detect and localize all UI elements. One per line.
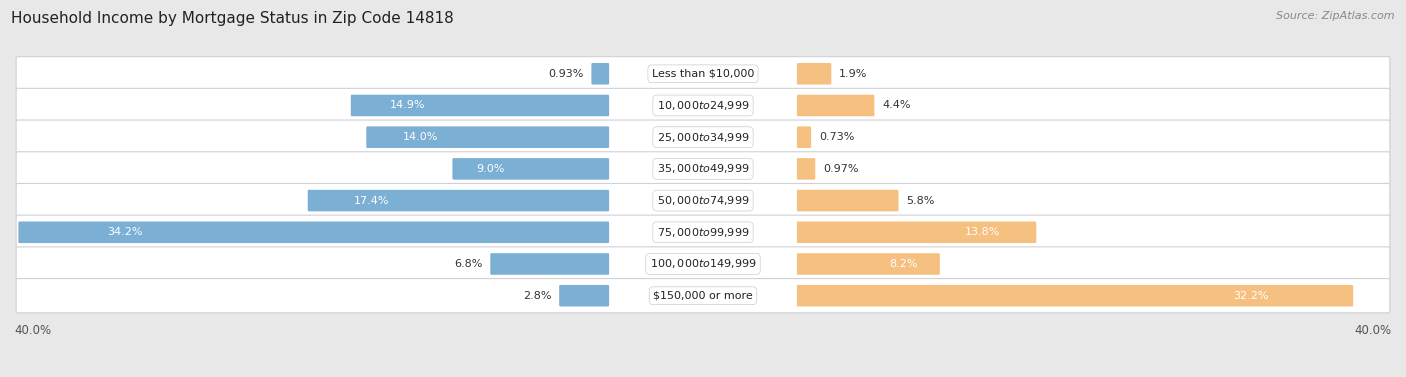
FancyBboxPatch shape [18, 222, 609, 243]
FancyBboxPatch shape [797, 253, 939, 275]
Text: 8.2%: 8.2% [889, 259, 918, 269]
FancyBboxPatch shape [797, 126, 811, 148]
Text: 14.9%: 14.9% [389, 101, 426, 110]
Text: 17.4%: 17.4% [353, 196, 389, 205]
Text: 40.0%: 40.0% [14, 323, 51, 337]
Text: $75,000 to $99,999: $75,000 to $99,999 [657, 226, 749, 239]
FancyBboxPatch shape [15, 279, 1391, 313]
FancyBboxPatch shape [350, 95, 609, 116]
FancyBboxPatch shape [15, 120, 1391, 154]
FancyBboxPatch shape [367, 126, 609, 148]
Text: 9.0%: 9.0% [477, 164, 505, 174]
Text: 5.8%: 5.8% [907, 196, 935, 205]
Text: 40.0%: 40.0% [1355, 323, 1392, 337]
Text: $25,000 to $34,999: $25,000 to $34,999 [657, 131, 749, 144]
Text: 0.93%: 0.93% [548, 69, 583, 79]
Text: Less than $10,000: Less than $10,000 [652, 69, 754, 79]
FancyBboxPatch shape [797, 222, 1036, 243]
Text: 0.73%: 0.73% [818, 132, 855, 142]
FancyBboxPatch shape [797, 190, 898, 211]
FancyBboxPatch shape [797, 285, 1353, 307]
FancyBboxPatch shape [308, 190, 609, 211]
Text: 13.8%: 13.8% [965, 227, 1000, 237]
Text: 1.9%: 1.9% [839, 69, 868, 79]
Text: Source: ZipAtlas.com: Source: ZipAtlas.com [1277, 11, 1395, 21]
Text: $10,000 to $24,999: $10,000 to $24,999 [657, 99, 749, 112]
FancyBboxPatch shape [797, 158, 815, 180]
Legend: Without Mortgage, With Mortgage: Without Mortgage, With Mortgage [568, 373, 838, 377]
Text: $100,000 to $149,999: $100,000 to $149,999 [650, 257, 756, 270]
FancyBboxPatch shape [15, 215, 1391, 250]
FancyBboxPatch shape [491, 253, 609, 275]
Text: $150,000 or more: $150,000 or more [654, 291, 752, 301]
FancyBboxPatch shape [797, 95, 875, 116]
FancyBboxPatch shape [15, 88, 1391, 123]
Text: 0.97%: 0.97% [823, 164, 859, 174]
Text: 2.8%: 2.8% [523, 291, 551, 301]
Text: 6.8%: 6.8% [454, 259, 482, 269]
FancyBboxPatch shape [15, 184, 1391, 218]
FancyBboxPatch shape [15, 152, 1391, 186]
Text: Household Income by Mortgage Status in Zip Code 14818: Household Income by Mortgage Status in Z… [11, 11, 454, 26]
FancyBboxPatch shape [560, 285, 609, 307]
FancyBboxPatch shape [453, 158, 609, 180]
Text: 32.2%: 32.2% [1233, 291, 1270, 301]
Text: $35,000 to $49,999: $35,000 to $49,999 [657, 162, 749, 175]
FancyBboxPatch shape [797, 63, 831, 84]
FancyBboxPatch shape [15, 57, 1391, 91]
Text: 14.0%: 14.0% [404, 132, 439, 142]
Text: 34.2%: 34.2% [108, 227, 143, 237]
Text: $50,000 to $74,999: $50,000 to $74,999 [657, 194, 749, 207]
Text: 4.4%: 4.4% [882, 101, 911, 110]
FancyBboxPatch shape [15, 247, 1391, 281]
FancyBboxPatch shape [592, 63, 609, 84]
